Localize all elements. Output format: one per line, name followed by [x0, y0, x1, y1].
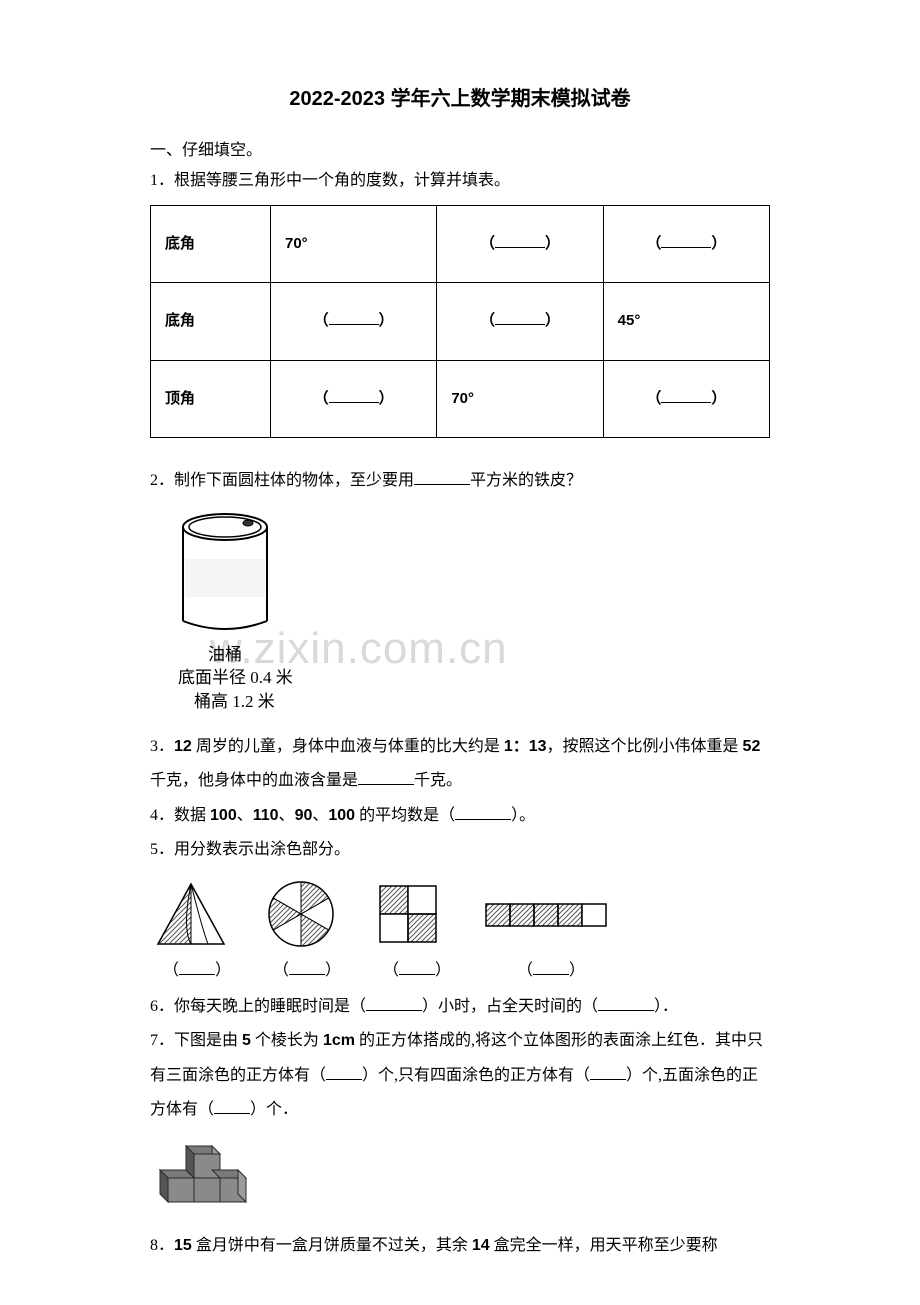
txt: ）小时，占全天时间的（	[422, 998, 598, 1015]
txt: 千克。	[414, 772, 462, 789]
txt: 盒月饼中有一盒月饼质量不过关，其余	[192, 1237, 472, 1254]
txt: 的正方体搭成的,将这个立体图形的表面涂上红色．其中只	[355, 1032, 763, 1049]
txt: ）个．	[250, 1101, 298, 1118]
question-3-line1: 3．12 周岁的儿童，身体中血液与体重的比大约是 1：13，按照这个比例小伟体重…	[150, 732, 770, 762]
cylinder-label-1: 油桶	[170, 643, 280, 667]
txt: 8．	[150, 1237, 174, 1254]
cell: 45°	[603, 283, 769, 361]
txt: 方体有（	[150, 1101, 214, 1118]
cylinder-label-2: 底面半径 0.4 米	[178, 666, 770, 690]
row-label: 底角	[151, 205, 271, 283]
bold-num: 14	[472, 1237, 490, 1254]
bold-num: 1：13	[504, 738, 547, 755]
txt: 盒完全一样，用天平称至少要称	[490, 1237, 718, 1254]
triangle-shape-icon	[150, 878, 232, 950]
txt: ）个,五面涂色的正	[626, 1067, 758, 1084]
txt: ）。	[511, 807, 535, 824]
squares-shape-icon	[370, 878, 452, 950]
page-title: 2022-2023 学年六上数学期末模拟试卷	[150, 80, 770, 118]
q2-prefix: 2．制作下面圆柱体的物体，至少要用	[150, 472, 414, 489]
question-4: 4．数据 100、110、90、100 的平均数是（）。	[150, 801, 770, 831]
txt: 的平均数是（	[355, 807, 455, 824]
question-8: 8．15 盒月饼中有一盒月饼质量不过关，其余 14 盒完全一样，用天平称至少要称	[150, 1231, 770, 1261]
txt: 千克，他身体中的血液含量是	[150, 772, 358, 789]
section-1-heading: 一、仔细填空。	[150, 136, 770, 166]
txt: 周岁的儿童，身体中血液与体重的比大约是	[192, 738, 504, 755]
bold-num: 100	[328, 807, 355, 824]
question-6: 6．你每天晚上的睡眠时间是（ ）小时，占全天时间的（ ）．	[150, 992, 770, 1022]
cell-blank: （）	[603, 205, 769, 283]
bold-num: 90	[295, 807, 313, 824]
txt: 个棱长为	[251, 1032, 323, 1049]
angle-table: 底角 70° （） （） 底角 （） （） 45° 顶角 （） 70° （）	[150, 205, 770, 439]
cell-blank: （）	[271, 360, 437, 438]
q2-suffix: 平方米的铁皮？	[470, 472, 582, 489]
bold-num: 100	[210, 807, 237, 824]
txt: ，按照这个比例小伟体重是	[547, 738, 743, 755]
question-1: 1．根据等腰三角形中一个角的度数，计算并填表。	[150, 166, 770, 196]
table-row: 底角 70° （） （）	[151, 205, 770, 283]
txt: 、	[312, 807, 328, 824]
cylinder-label-3: 桶高 1.2 米	[194, 690, 770, 714]
table-row: 底角 （） （） 45°	[151, 283, 770, 361]
txt: 3．	[150, 738, 174, 755]
txt: 7．下图是由	[150, 1032, 242, 1049]
question-2: 2．制作下面圆柱体的物体，至少要用 平方米的铁皮？	[150, 466, 770, 496]
txt: ）．	[654, 998, 678, 1015]
table-row: 顶角 （） 70° （）	[151, 360, 770, 438]
cell: 70°	[437, 360, 603, 438]
cylinder-icon	[170, 509, 280, 639]
row-label: 底角	[151, 283, 271, 361]
cylinder-figure: 油桶 底面半径 0.4 米 桶高 1.2 米	[170, 509, 770, 714]
txt: 6．你每天晚上的睡眠时间是（	[150, 998, 366, 1015]
bold-num: 15	[174, 1237, 192, 1254]
question-7-line1: 7．下图是由 5 个棱长为 1cm 的正方体搭成的,将这个立体图形的表面涂上红色…	[150, 1026, 770, 1056]
question-5: 5．用分数表示出涂色部分。	[150, 835, 770, 865]
cubes-icon	[150, 1140, 260, 1206]
cubes-figure	[150, 1140, 770, 1217]
row-label: 顶角	[151, 360, 271, 438]
cell-blank: （）	[271, 283, 437, 361]
cell-blank: （）	[437, 205, 603, 283]
fraction-answer-row: （） （） （） （）	[156, 956, 770, 986]
cell: 70°	[271, 205, 437, 283]
txt: 4．数据	[150, 807, 210, 824]
bold-num: 12	[174, 738, 192, 755]
cell-blank: （）	[437, 283, 603, 361]
bold-num: 5	[242, 1032, 251, 1049]
bar-shape-icon	[480, 878, 610, 950]
bold-num: 52	[743, 738, 761, 755]
bold-num: 1cm	[323, 1032, 355, 1049]
txt: 、	[279, 807, 295, 824]
txt: ）个,只有四面涂色的正方体有（	[362, 1067, 590, 1084]
txt: 、	[237, 807, 253, 824]
cell-blank: （）	[603, 360, 769, 438]
question-7-line2: 有三面涂色的正方体有（ ）个,只有四面涂色的正方体有（ ）个,五面涂色的正	[150, 1061, 770, 1091]
question-7-line3: 方体有（ ）个．	[150, 1095, 770, 1125]
question-3-line2: 千克，他身体中的血液含量是 千克。	[150, 766, 770, 796]
circle-shape-icon	[260, 878, 342, 950]
bold-num: 110	[253, 807, 279, 824]
fraction-shapes-row	[150, 878, 770, 950]
txt: 有三面涂色的正方体有（	[150, 1067, 326, 1084]
